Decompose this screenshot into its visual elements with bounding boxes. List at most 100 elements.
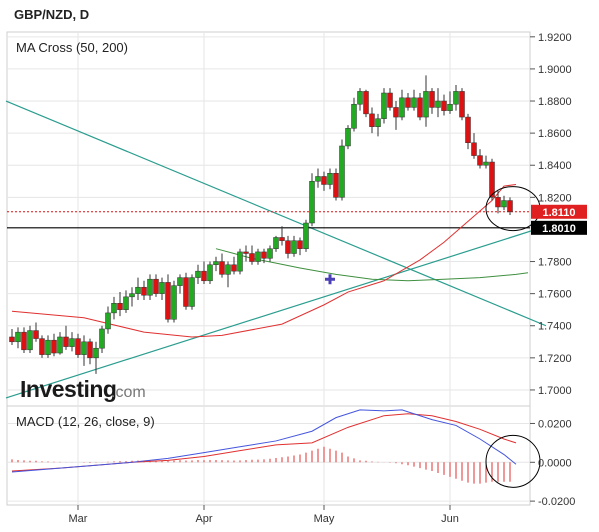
candle-body bbox=[207, 264, 213, 282]
candle-body bbox=[261, 251, 267, 259]
price-tick-label: 1.8200 bbox=[538, 192, 572, 204]
candle-body bbox=[93, 347, 99, 359]
candle-body bbox=[411, 97, 417, 108]
logo-suffix: .com bbox=[111, 384, 146, 401]
candle-body bbox=[447, 103, 453, 111]
candle-body bbox=[129, 293, 135, 298]
candle-body bbox=[315, 176, 321, 182]
candle-body bbox=[189, 277, 195, 307]
candle-body bbox=[273, 237, 279, 249]
candle-body bbox=[351, 103, 357, 129]
price-tick-label: 1.7800 bbox=[538, 257, 572, 269]
candle-body bbox=[63, 336, 69, 347]
trendline bbox=[5, 100, 547, 327]
candle-body bbox=[135, 286, 141, 294]
price-tick-label: 1.7400 bbox=[538, 321, 572, 333]
candles bbox=[9, 75, 513, 374]
x-tick-label: Apr bbox=[195, 513, 212, 525]
candle-body bbox=[27, 330, 33, 351]
price-tick-label: 1.8800 bbox=[538, 96, 572, 108]
investing-logo: Investing .com bbox=[20, 376, 146, 402]
price-panel-frame bbox=[6, 31, 531, 407]
support-badge: 1.8010 bbox=[542, 223, 576, 235]
candle-body bbox=[15, 331, 21, 343]
logo-brand: Investing bbox=[20, 376, 116, 402]
candle-body bbox=[495, 197, 501, 208]
candle-body bbox=[33, 330, 39, 339]
ma-cross-label: MA Cross (50, 200) bbox=[16, 40, 128, 55]
candle-body bbox=[255, 251, 261, 262]
candle-body bbox=[9, 336, 15, 343]
candle-body bbox=[81, 341, 87, 355]
candle-body bbox=[75, 338, 81, 355]
candle-body bbox=[345, 128, 351, 147]
candle-body bbox=[279, 237, 285, 241]
macd-highlight-circle bbox=[485, 434, 541, 488]
candle-body bbox=[153, 278, 159, 294]
ma50-line bbox=[11, 183, 517, 338]
price-tick-label: 1.7200 bbox=[538, 353, 572, 365]
candle-body bbox=[501, 200, 507, 208]
candle-body bbox=[465, 116, 471, 144]
candle-body bbox=[249, 253, 255, 262]
macd-line bbox=[11, 409, 517, 473]
candle-body bbox=[111, 303, 117, 314]
candle-body bbox=[375, 118, 381, 127]
candle-body bbox=[87, 341, 93, 359]
candle-body bbox=[141, 286, 147, 296]
panel-frames bbox=[6, 31, 531, 506]
candle-body bbox=[123, 296, 129, 310]
candle-body bbox=[201, 270, 207, 282]
candle-body bbox=[147, 278, 153, 296]
price-tick-label: 1.7000 bbox=[538, 385, 572, 397]
candle-body bbox=[237, 251, 243, 272]
macd-tick-label: 0.0200 bbox=[538, 418, 572, 430]
candle-body bbox=[471, 142, 477, 156]
candle-body bbox=[183, 277, 189, 307]
candle-body bbox=[165, 282, 171, 320]
candle-body bbox=[57, 336, 63, 354]
candle-body bbox=[321, 176, 327, 185]
candle-body bbox=[45, 339, 51, 355]
candle-body bbox=[309, 181, 315, 224]
symbol-label: GBP/NZD, D bbox=[14, 7, 89, 22]
candle-body bbox=[219, 261, 225, 275]
candle-body bbox=[423, 91, 429, 118]
support-badge-bg bbox=[531, 220, 587, 235]
price-badge-bg bbox=[531, 204, 587, 219]
candle-body bbox=[285, 240, 291, 254]
candle-body bbox=[507, 200, 513, 213]
price-tick-label: 1.9000 bbox=[538, 64, 572, 76]
candle-body bbox=[171, 285, 177, 320]
candle-body bbox=[399, 97, 405, 118]
candle-body bbox=[105, 312, 111, 330]
ma-cross-marker bbox=[325, 274, 335, 285]
candle-body bbox=[405, 97, 411, 108]
candle-body bbox=[291, 240, 297, 254]
macd-tick-label: -0.0200 bbox=[538, 496, 575, 508]
axes: 1.9200 1.9000 1.8800 1.8600 1.8400 1.8200 1.78… bbox=[69, 32, 587, 525]
candle-body bbox=[363, 91, 369, 115]
candle-body bbox=[483, 161, 489, 166]
candle-body bbox=[441, 100, 447, 111]
moving-averages bbox=[11, 183, 529, 338]
grid bbox=[7, 32, 530, 505]
candle-body bbox=[267, 248, 273, 259]
candle-body bbox=[39, 338, 45, 355]
candle-body bbox=[429, 91, 435, 108]
candle-body bbox=[381, 92, 387, 119]
macd-label: MACD (12, 26, close, 9) bbox=[16, 414, 155, 429]
candle-body bbox=[369, 113, 375, 127]
macd-tick-label: 0.0000 bbox=[538, 457, 572, 469]
candle-body bbox=[225, 264, 231, 275]
candle-body bbox=[51, 339, 57, 354]
candle-body bbox=[69, 338, 75, 347]
candle-body bbox=[195, 270, 201, 278]
horizontal-levels bbox=[7, 211, 530, 229]
candle-body bbox=[435, 100, 441, 108]
candle-body bbox=[417, 97, 423, 118]
candle-body bbox=[327, 173, 333, 185]
candle-body bbox=[357, 91, 363, 105]
price-badge: 1.8110 bbox=[542, 207, 575, 219]
